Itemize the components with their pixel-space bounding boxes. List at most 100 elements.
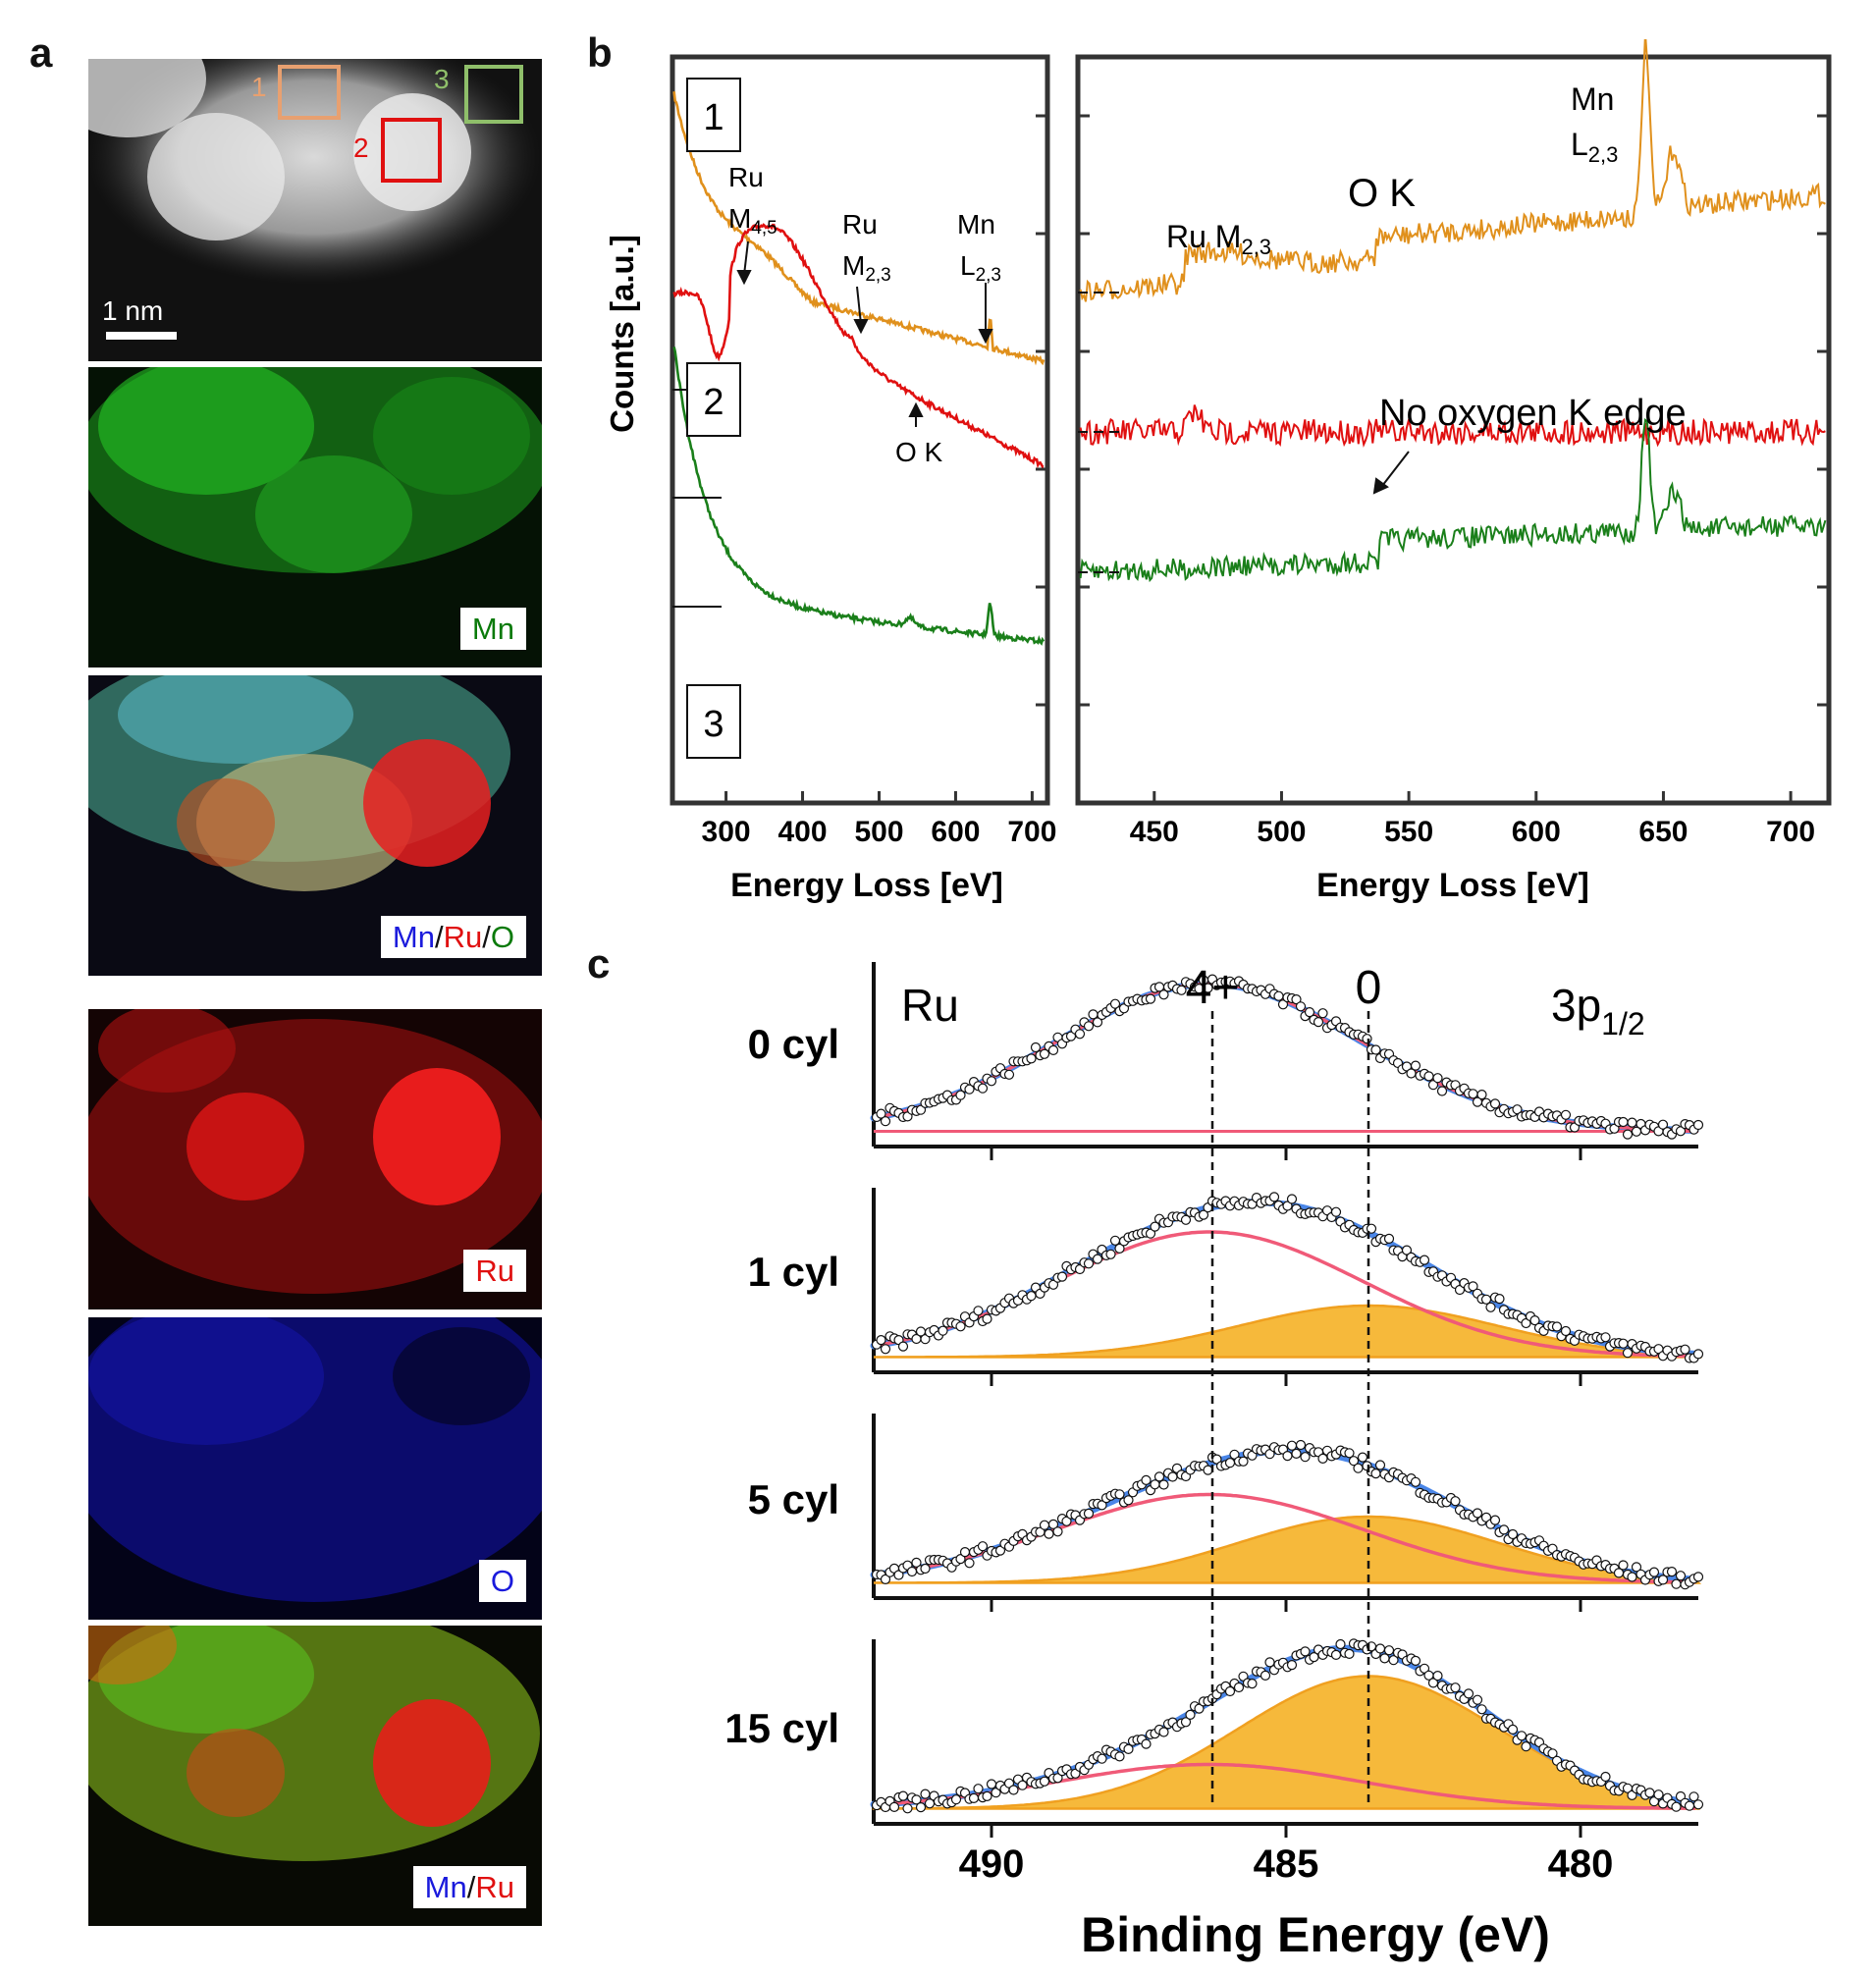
panel-label-c: c bbox=[587, 940, 611, 987]
xps-point bbox=[1017, 1780, 1028, 1790]
xps-point bbox=[1507, 1724, 1519, 1736]
xps-point bbox=[1260, 1670, 1271, 1682]
xps-point bbox=[1498, 1524, 1510, 1535]
xps-point bbox=[955, 1321, 966, 1332]
xps-point bbox=[1273, 990, 1284, 1001]
xps-point bbox=[959, 1546, 971, 1558]
xps-point bbox=[1547, 1748, 1558, 1759]
xps-point bbox=[982, 1313, 992, 1324]
xps-point bbox=[1330, 1206, 1342, 1217]
xps-row-1 bbox=[870, 1188, 1704, 1374]
xps-point bbox=[973, 1784, 984, 1794]
xps-row-3 bbox=[870, 1638, 1704, 1826]
eels-left-series-3 bbox=[672, 347, 1045, 646]
xps-point bbox=[982, 1790, 992, 1802]
xps-point bbox=[1286, 1194, 1298, 1204]
xps-point bbox=[1233, 1682, 1245, 1693]
xps-point bbox=[1158, 1479, 1169, 1490]
xps-point bbox=[991, 1788, 1001, 1798]
xps-xticklabel-490: 490 bbox=[959, 1842, 1025, 1886]
xps-point bbox=[1344, 1648, 1355, 1660]
xps-point bbox=[1044, 1528, 1054, 1539]
region-box-3 bbox=[464, 65, 523, 124]
xps-point bbox=[880, 1574, 891, 1585]
xps-point bbox=[1330, 1649, 1342, 1661]
xps-xlabel: Binding Energy (eV) bbox=[1081, 1907, 1550, 1962]
scale-bar-label: 1 nm bbox=[102, 295, 163, 326]
xps-rows bbox=[870, 962, 1704, 1826]
xps-point bbox=[1114, 1243, 1125, 1254]
xps-point bbox=[1489, 1515, 1501, 1525]
row-label-15cyl: 15 cyl bbox=[724, 1705, 839, 1751]
xps-point bbox=[1374, 1643, 1386, 1654]
spectrum-label-1: 1 bbox=[703, 97, 724, 138]
xps-point bbox=[1313, 1016, 1324, 1028]
xps-point bbox=[880, 1116, 891, 1127]
xps-point bbox=[1145, 1228, 1156, 1239]
eels-right-xticklabel-700: 700 bbox=[1766, 816, 1815, 848]
o-map-label: O bbox=[478, 1560, 526, 1602]
xps-point bbox=[1688, 1791, 1699, 1802]
xps-points-0 bbox=[871, 974, 1704, 1140]
xps-point bbox=[1388, 1655, 1399, 1666]
eels-xlabel-right: Energy Loss [eV] bbox=[1316, 867, 1589, 904]
ann-no-oxygen: No oxygen K edge bbox=[1379, 393, 1687, 434]
o-map: O bbox=[88, 1317, 542, 1620]
xps-point bbox=[1123, 1743, 1134, 1755]
xps-point bbox=[1344, 1448, 1355, 1459]
xps-point bbox=[1203, 983, 1213, 993]
xps-point bbox=[1370, 1044, 1381, 1055]
eels-left-xticklabel-400: 400 bbox=[777, 816, 827, 848]
xps-point bbox=[1145, 993, 1156, 1004]
region-label-3: 3 bbox=[434, 64, 450, 94]
xps-point bbox=[973, 1306, 984, 1316]
xps-point bbox=[1423, 1071, 1434, 1082]
xps-point bbox=[1141, 1738, 1152, 1749]
row-label-5cyl: 5 cyl bbox=[748, 1476, 839, 1522]
xps-point bbox=[880, 1344, 891, 1355]
xps-point bbox=[1286, 1440, 1298, 1451]
eels-right-xticklabel-650: 650 bbox=[1638, 816, 1688, 848]
ann-ru-m23-right: Ru M2,3 bbox=[1166, 219, 1271, 259]
xps-point bbox=[1211, 1454, 1222, 1465]
eels-right-series-3 bbox=[1079, 417, 1827, 583]
xps-point bbox=[1410, 1655, 1421, 1667]
xps-point bbox=[1622, 1129, 1634, 1140]
xps-point bbox=[1521, 1741, 1531, 1752]
xps-point bbox=[1618, 1116, 1629, 1128]
xps-point bbox=[1194, 1703, 1205, 1714]
xps-point bbox=[1047, 1279, 1059, 1290]
eels-ylabel: Counts [a.u.] bbox=[604, 235, 640, 433]
eels-right-xticklabel-450: 450 bbox=[1130, 816, 1179, 848]
ann-ok-right: O K bbox=[1348, 172, 1416, 215]
xps-point bbox=[893, 1570, 904, 1580]
spectrum-label-3: 3 bbox=[703, 704, 724, 745]
spectrum-box-2 bbox=[686, 362, 741, 437]
xps-point bbox=[1039, 1048, 1050, 1059]
ann-mn-l23: Mn bbox=[957, 209, 995, 240]
xps-point bbox=[1180, 1717, 1192, 1728]
xps-point bbox=[1468, 1089, 1478, 1099]
xps-point bbox=[1092, 1254, 1103, 1264]
xps-point bbox=[1622, 1348, 1634, 1359]
xps-point bbox=[915, 1801, 927, 1813]
spectrum-label-2: 2 bbox=[703, 382, 724, 423]
xps-point bbox=[1362, 1034, 1372, 1044]
xps-point bbox=[1560, 1325, 1572, 1337]
xps-point bbox=[1114, 1751, 1125, 1762]
xps-point bbox=[986, 1779, 997, 1789]
xps-point bbox=[1083, 1258, 1095, 1269]
xps-point bbox=[911, 1794, 922, 1805]
xps-point bbox=[1039, 1520, 1050, 1530]
xps-point bbox=[1401, 1245, 1413, 1255]
xps-point bbox=[1083, 1508, 1095, 1520]
eels-right-xticklabel-550: 550 bbox=[1384, 816, 1433, 848]
xps-point bbox=[1176, 985, 1187, 995]
ru-map-label: Ru bbox=[463, 1250, 526, 1292]
xps-point bbox=[1427, 1080, 1439, 1091]
eels-left-series-2 bbox=[672, 223, 1045, 469]
xps-point bbox=[1317, 1008, 1328, 1019]
xps-point bbox=[1512, 1104, 1523, 1115]
xps-points-1 bbox=[871, 1192, 1704, 1363]
xps-point bbox=[1056, 1271, 1068, 1282]
